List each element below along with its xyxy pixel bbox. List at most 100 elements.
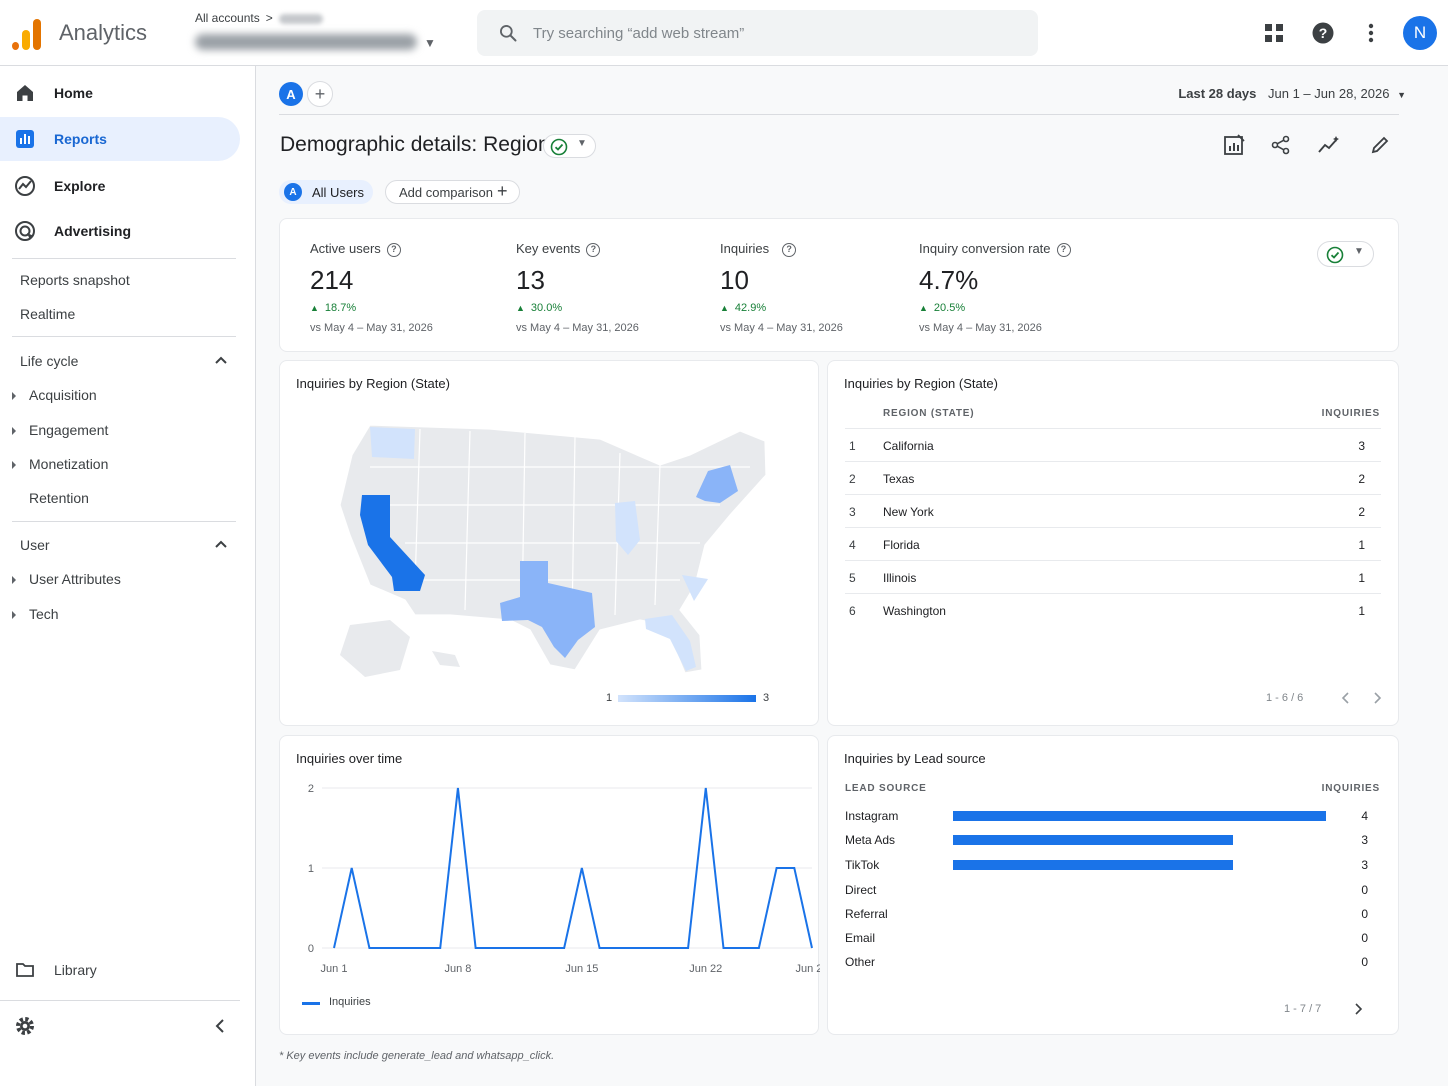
metrics-card: Active users? 214 ▲ 18.7% vs May 4 – May … <box>279 218 1399 352</box>
avatar[interactable]: N <box>1403 16 1437 50</box>
property-selector-redacted[interactable] <box>195 34 417 50</box>
sidebar-item-realtime[interactable]: Realtime <box>20 306 76 322</box>
map-state-south-carolina[interactable] <box>682 575 708 601</box>
table-row[interactable]: 4 Florida 1 <box>845 527 1381 560</box>
inquiries-line-chart[interactable]: 0 1 2 Jun 1 Jun 8 Jun 15 Jun 22 Jun 28 <box>280 776 820 986</box>
sidebar-item-engagement[interactable]: Engagement <box>12 422 108 438</box>
date-range-picker[interactable]: Last 28 days Jun 1 – Jun 28, 2026 ▼ <box>1178 86 1406 101</box>
lead-source-row[interactable]: Referral 0 <box>845 905 1383 923</box>
trend-up-icon: ▲ <box>516 302 525 313</box>
lead-source-row[interactable]: Other 0 <box>845 953 1383 971</box>
segment-chip-all-users[interactable]: A All Users <box>279 180 373 204</box>
expand-arrow-icon <box>12 611 16 620</box>
map-state-florida[interactable] <box>645 615 696 671</box>
metric-active-users[interactable]: Active users? 214 ▲ 18.7% vs May 4 – May … <box>310 241 433 334</box>
chevron-right-icon[interactable] <box>1371 691 1383 705</box>
customize-report-icon[interactable] <box>1221 132 1247 158</box>
lead-source-row[interactable]: Meta Ads 3 <box>845 831 1383 849</box>
map-state-washington[interactable] <box>370 427 415 459</box>
sidebar-item-library[interactable]: Library <box>0 948 240 992</box>
sidebar-section-user[interactable]: User <box>20 537 50 553</box>
sidebar-item-user-attributes[interactable]: User Attributes <box>12 571 121 587</box>
metric-value: 13 <box>516 264 545 295</box>
chevron-up-icon[interactable] <box>213 538 229 550</box>
edit-pencil-icon[interactable] <box>1367 132 1393 158</box>
sidebar-item-acquisition[interactable]: Acquisition <box>12 387 97 403</box>
lead-source-label: TikTok <box>845 858 880 872</box>
table-row[interactable]: 3 New York 2 <box>845 494 1381 527</box>
sidebar-item-explore[interactable]: Explore <box>0 164 240 208</box>
expand-arrow-icon <box>12 427 16 436</box>
more-vert-icon[interactable] <box>1358 18 1384 48</box>
row-number: 5 <box>849 571 856 585</box>
map-state-california[interactable] <box>360 495 425 591</box>
sidebar-item-tech[interactable]: Tech <box>12 606 59 622</box>
map-state-texas[interactable] <box>500 561 595 658</box>
sidebar-item-advertising[interactable]: Advertising <box>0 209 240 253</box>
chevron-down-icon[interactable]: ▼ <box>424 36 436 50</box>
help-icon[interactable]: ? <box>386 242 401 257</box>
search-input[interactable] <box>533 22 1013 44</box>
analytics-logo-icon[interactable] <box>12 18 42 50</box>
apps-grid-icon[interactable] <box>1261 18 1287 48</box>
metric-value: 214 <box>310 264 354 295</box>
sidebar-item-retention[interactable]: Retention <box>12 490 89 506</box>
sidebar-item-monetization[interactable]: Monetization <box>12 456 108 472</box>
metric-inquiries[interactable]: Inquiries? 10 ▲ 42.9% vs May 4 – May 31, … <box>720 241 843 334</box>
map-legend-min: 1 <box>606 692 613 704</box>
sidebar: Home Reports Explore Advertising Reports… <box>0 66 256 1086</box>
trend-up-icon: ▲ <box>919 302 928 313</box>
sidebar-section-lifecycle[interactable]: Life cycle <box>20 353 79 369</box>
table-header-inquiries[interactable]: INQUIRIES <box>1321 408 1380 419</box>
metric-label: Key events <box>516 241 581 256</box>
gear-icon[interactable] <box>14 1015 36 1037</box>
report-status-dropdown[interactable]: ▼ <box>543 134 596 158</box>
table-header-inquiries[interactable]: INQUIRIES <box>1321 783 1380 794</box>
lead-source-row[interactable]: Instagram 4 <box>845 807 1383 825</box>
table-row[interactable]: 5 Illinois 1 <box>845 560 1381 593</box>
add-comparison-button[interactable]: Add comparison + <box>385 180 520 204</box>
lead-source-row[interactable]: Email 0 <box>845 929 1383 947</box>
metric-inquiry-conversion-rate[interactable]: Inquiry conversion rate? 4.7% ▲ 20.5% vs … <box>919 241 1071 334</box>
lead-source-label: Meta Ads <box>845 833 896 847</box>
insights-icon[interactable] <box>1316 132 1342 158</box>
chevron-left-icon[interactable] <box>1340 691 1352 705</box>
lead-source-row[interactable]: Direct 0 <box>845 881 1383 899</box>
check-circle-icon <box>1326 246 1344 264</box>
sidebar-item-reports[interactable]: Reports <box>0 117 240 161</box>
metrics-status-dropdown[interactable]: ▼ <box>1317 241 1374 267</box>
lead-source-card: Inquiries by Lead source LEAD SOURCE INQ… <box>827 735 1399 1035</box>
row-number: 4 <box>849 538 856 552</box>
help-icon[interactable]: ? <box>586 242 601 257</box>
table-row[interactable]: 2 Texas 2 <box>845 461 1381 494</box>
help-icon[interactable]: ? <box>1310 18 1336 48</box>
map-state-new-york[interactable] <box>696 465 738 503</box>
row-value: 1 <box>1358 538 1365 552</box>
series-line-inquiries[interactable] <box>333 787 813 949</box>
help-icon[interactable]: ? <box>782 242 797 257</box>
map-state-illinois[interactable] <box>615 501 640 555</box>
add-comparison-icon[interactable]: + <box>307 81 333 107</box>
card-title: Inquiries by Region (State) <box>296 376 450 391</box>
table-header-region[interactable]: REGION (STATE) <box>883 408 975 419</box>
table-header-lead-source[interactable]: LEAD SOURCE <box>845 783 927 794</box>
sidebar-item-label: Reports <box>54 131 107 147</box>
comparison-chip-a[interactable]: A <box>279 82 303 106</box>
share-icon[interactable] <box>1268 132 1294 158</box>
card-title: Inquiries by Lead source <box>844 751 986 766</box>
search-bar[interactable] <box>477 10 1038 56</box>
collapse-sidebar-icon[interactable] <box>213 1017 227 1035</box>
metric-key-events[interactable]: Key events? 13 ▲ 30.0% vs May 4 – May 31,… <box>516 241 639 334</box>
chevron-up-icon[interactable] <box>213 354 229 366</box>
us-choropleth-map[interactable] <box>310 415 780 685</box>
breadcrumb: All accounts > <box>195 11 323 25</box>
breadcrumb-all-accounts[interactable]: All accounts <box>195 11 260 25</box>
lead-source-row[interactable]: TikTok 3 <box>845 856 1383 874</box>
table-row[interactable]: 6 Washington 1 <box>845 593 1381 626</box>
chevron-right-icon[interactable] <box>1352 1002 1364 1016</box>
help-icon[interactable]: ? <box>1056 242 1071 257</box>
table-row[interactable]: 1 California 3 <box>845 428 1381 461</box>
chevron-down-icon: ▼ <box>1354 246 1364 257</box>
sidebar-item-reports-snapshot[interactable]: Reports snapshot <box>20 272 130 288</box>
sidebar-item-home[interactable]: Home <box>0 71 240 115</box>
